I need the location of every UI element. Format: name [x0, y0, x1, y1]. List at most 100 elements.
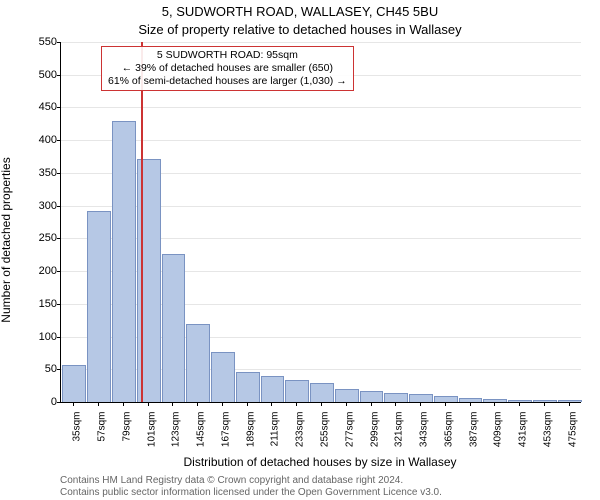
callout-line: 61% of semi-detached houses are larger (…: [108, 75, 347, 88]
y-tick-mark: [57, 238, 61, 239]
histogram-bar: [62, 365, 86, 402]
histogram-plot: 05010015020025030035040045050055035sqm57…: [60, 42, 581, 403]
x-tick-mark: [569, 402, 570, 406]
x-tick-label: 35sqm: [72, 412, 83, 442]
callout-line: 5 SUDWORTH ROAD: 95sqm: [108, 49, 347, 62]
x-tick-mark: [470, 402, 471, 406]
histogram-bar: [87, 211, 111, 402]
y-tick-label: 200: [39, 265, 57, 277]
y-tick-mark: [57, 369, 61, 370]
histogram-bar: [384, 393, 408, 402]
page-subtitle: Size of property relative to detached ho…: [0, 22, 600, 37]
y-tick-mark: [57, 42, 61, 43]
y-tick-mark: [57, 337, 61, 338]
x-tick-mark: [544, 402, 545, 406]
y-tick-label: 250: [39, 232, 57, 244]
y-tick-label: 550: [39, 36, 57, 48]
x-tick-mark: [172, 402, 173, 406]
y-tick-label: 150: [39, 298, 57, 310]
x-tick-label: 409sqm: [493, 412, 504, 448]
x-tick-label: 167sqm: [220, 412, 231, 448]
property-marker-line: [141, 42, 143, 402]
x-tick-label: 101sqm: [146, 412, 157, 448]
x-tick-mark: [296, 402, 297, 406]
y-tick-mark: [57, 304, 61, 305]
histogram-bar: [409, 394, 433, 402]
histogram-bar: [285, 380, 309, 402]
histogram-bar: [533, 400, 557, 402]
gridline: [61, 42, 581, 43]
y-tick-label: 450: [39, 101, 57, 113]
x-tick-mark: [247, 402, 248, 406]
x-tick-mark: [148, 402, 149, 406]
histogram-bar: [112, 121, 136, 402]
y-tick-mark: [57, 75, 61, 76]
x-tick-mark: [222, 402, 223, 406]
x-tick-label: 475sqm: [567, 412, 578, 448]
x-tick-mark: [445, 402, 446, 406]
x-tick-mark: [73, 402, 74, 406]
callout-box: 5 SUDWORTH ROAD: 95sqm← 39% of detached …: [101, 46, 354, 91]
histogram-bar: [261, 376, 285, 402]
histogram-bar: [459, 398, 483, 402]
histogram-bar: [360, 391, 384, 402]
y-tick-mark: [57, 206, 61, 207]
x-tick-label: 365sqm: [443, 412, 454, 448]
x-tick-label: 453sqm: [542, 412, 553, 448]
histogram-bar: [236, 372, 260, 402]
y-tick-label: 300: [39, 200, 57, 212]
x-tick-mark: [98, 402, 99, 406]
histogram-bar: [434, 396, 458, 402]
histogram-bar: [211, 352, 235, 402]
x-tick-mark: [271, 402, 272, 406]
histogram-bar: [310, 383, 334, 402]
footer-line-1: Contains HM Land Registry data © Crown c…: [60, 475, 580, 487]
x-tick-label: 57sqm: [97, 412, 108, 442]
x-tick-mark: [395, 402, 396, 406]
x-tick-label: 211sqm: [270, 412, 281, 447]
y-tick-mark: [57, 107, 61, 108]
page-title-address: 5, SUDWORTH ROAD, WALLASEY, CH45 5BU: [0, 4, 600, 19]
y-tick-label: 400: [39, 134, 57, 146]
x-tick-label: 255sqm: [320, 412, 331, 448]
x-tick-label: 233sqm: [295, 412, 306, 448]
x-axis-label: Distribution of detached houses by size …: [60, 455, 580, 469]
x-tick-mark: [494, 402, 495, 406]
x-tick-mark: [197, 402, 198, 406]
histogram-bar: [558, 400, 582, 402]
x-tick-label: 431sqm: [518, 412, 529, 448]
y-tick-label: 100: [39, 331, 57, 343]
gridline: [61, 140, 581, 141]
histogram-bar: [186, 324, 210, 402]
x-tick-label: 123sqm: [171, 412, 182, 448]
histogram-bar: [483, 399, 507, 402]
y-tick-label: 50: [45, 363, 57, 375]
gridline: [61, 107, 581, 108]
attribution-footer: Contains HM Land Registry data © Crown c…: [60, 475, 580, 499]
y-axis-label: Number of detached properties: [0, 157, 13, 322]
x-tick-label: 299sqm: [369, 412, 380, 448]
x-tick-mark: [371, 402, 372, 406]
x-tick-label: 145sqm: [196, 412, 207, 448]
x-tick-label: 79sqm: [121, 412, 132, 442]
x-tick-mark: [321, 402, 322, 406]
histogram-bar: [162, 254, 186, 402]
y-tick-mark: [57, 271, 61, 272]
y-tick-label: 500: [39, 69, 57, 81]
x-tick-label: 387sqm: [468, 412, 479, 448]
histogram-bar: [335, 389, 359, 402]
callout-line: ← 39% of detached houses are smaller (65…: [108, 62, 347, 75]
x-tick-mark: [123, 402, 124, 406]
x-tick-label: 321sqm: [394, 412, 405, 448]
y-tick-label: 350: [39, 167, 57, 179]
x-tick-label: 277sqm: [344, 412, 355, 448]
y-tick-mark: [57, 140, 61, 141]
x-tick-mark: [519, 402, 520, 406]
x-tick-mark: [420, 402, 421, 406]
y-tick-label: 0: [51, 396, 57, 408]
y-tick-mark: [57, 173, 61, 174]
x-tick-mark: [346, 402, 347, 406]
footer-line-2: Contains public sector information licen…: [60, 487, 580, 499]
y-tick-mark: [57, 402, 61, 403]
x-tick-label: 189sqm: [245, 412, 256, 448]
